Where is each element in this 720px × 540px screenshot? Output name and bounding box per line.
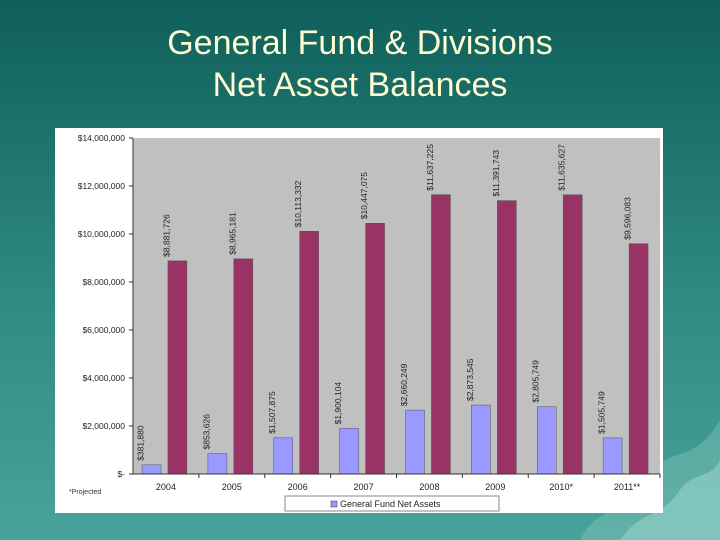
bar-general-fund (602, 437, 623, 475)
legend: General Fund Net Assets (284, 495, 500, 512)
y-tick-label: $10,000,000 (78, 229, 126, 239)
bar-general-fund (273, 437, 293, 475)
bar-divisions (628, 243, 649, 475)
x-tick-label: 2011** (614, 482, 641, 492)
legend-label: General Fund Net Assets (340, 499, 441, 509)
data-label: $1,507,875 (267, 391, 277, 434)
bar-divisions (562, 194, 583, 475)
bar-divisions (431, 194, 451, 475)
data-label: $10,113,332 (293, 180, 303, 227)
data-label: $8,881,726 (161, 214, 171, 257)
data-label: $1,900,104 (333, 382, 343, 425)
bar-general-fund (537, 406, 557, 475)
y-tick-label: $12,000,000 (78, 181, 126, 191)
data-label: $11,637,225 (425, 144, 435, 191)
bar-general-fund (339, 428, 359, 475)
chart-panel: $- $2,000,000 $4,000,000 $6,000,000 $8,000,0… (55, 128, 663, 513)
bar-general-fund (405, 409, 425, 475)
bars (141, 194, 649, 475)
footnote: *Projected (69, 489, 101, 496)
data-label: $1,505,749 (597, 391, 607, 434)
legend-box (284, 495, 500, 512)
data-label: $9,596,083 (623, 197, 633, 240)
bar-divisions (365, 223, 385, 475)
slide-title: General Fund & Divisions Net Asset Balan… (0, 22, 720, 106)
x-tick-label: 2010* (549, 482, 573, 492)
x-tick-label: 2008 (419, 482, 439, 492)
y-tick-label: $8,000,000 (82, 277, 125, 287)
bar-divisions (299, 231, 319, 475)
title-line-1: General Fund & Divisions (167, 24, 553, 62)
bar-divisions (167, 260, 188, 475)
x-axis: 2004 2005 2006 2007 2008 2009 2010* 2011** (133, 473, 661, 492)
bar-general-fund (207, 453, 228, 475)
x-tick-label: 2005 (222, 482, 242, 492)
y-axis: $- $2,000,000 $4,000,000 $6,000,000 $8,000,0… (78, 133, 134, 479)
value-labels: $381,880 $8,881,726 $853,626 $8,965,181 $1,5… (136, 144, 633, 461)
x-tick-label: 2009 (485, 482, 505, 492)
data-label: $10,447,075 (359, 172, 369, 220)
y-tick-label: $14,000,000 (78, 133, 126, 143)
bar-general-fund (471, 404, 491, 475)
data-label: $2,873,545 (465, 358, 475, 401)
y-tick-label: $6,000,000 (82, 325, 125, 335)
y-tick-label: $2,000,000 (82, 421, 125, 431)
title-line-2: Net Asset Balances (212, 66, 508, 104)
bar-divisions (497, 200, 517, 475)
bar-chart: $- $2,000,000 $4,000,000 $6,000,000 $8,000,0… (69, 133, 661, 512)
data-label: $11,635,627 (557, 144, 567, 191)
data-label: $853,626 (201, 414, 211, 450)
data-label: $2,660,249 (399, 363, 409, 406)
y-tick-label: $4,000,000 (82, 373, 125, 383)
data-label: $381,880 (136, 425, 146, 461)
bar-divisions (233, 258, 254, 475)
data-label: $11,391,743 (491, 150, 501, 197)
x-tick-label: 2004 (156, 482, 176, 492)
y-tick-label: $- (117, 469, 125, 479)
data-label: $8,965,181 (227, 212, 237, 255)
legend-swatch (330, 500, 338, 508)
bar-general-fund (141, 464, 162, 475)
data-label: $2,805,749 (531, 360, 541, 403)
x-tick-label: 2006 (288, 482, 308, 492)
x-tick-label: 2007 (354, 482, 374, 492)
